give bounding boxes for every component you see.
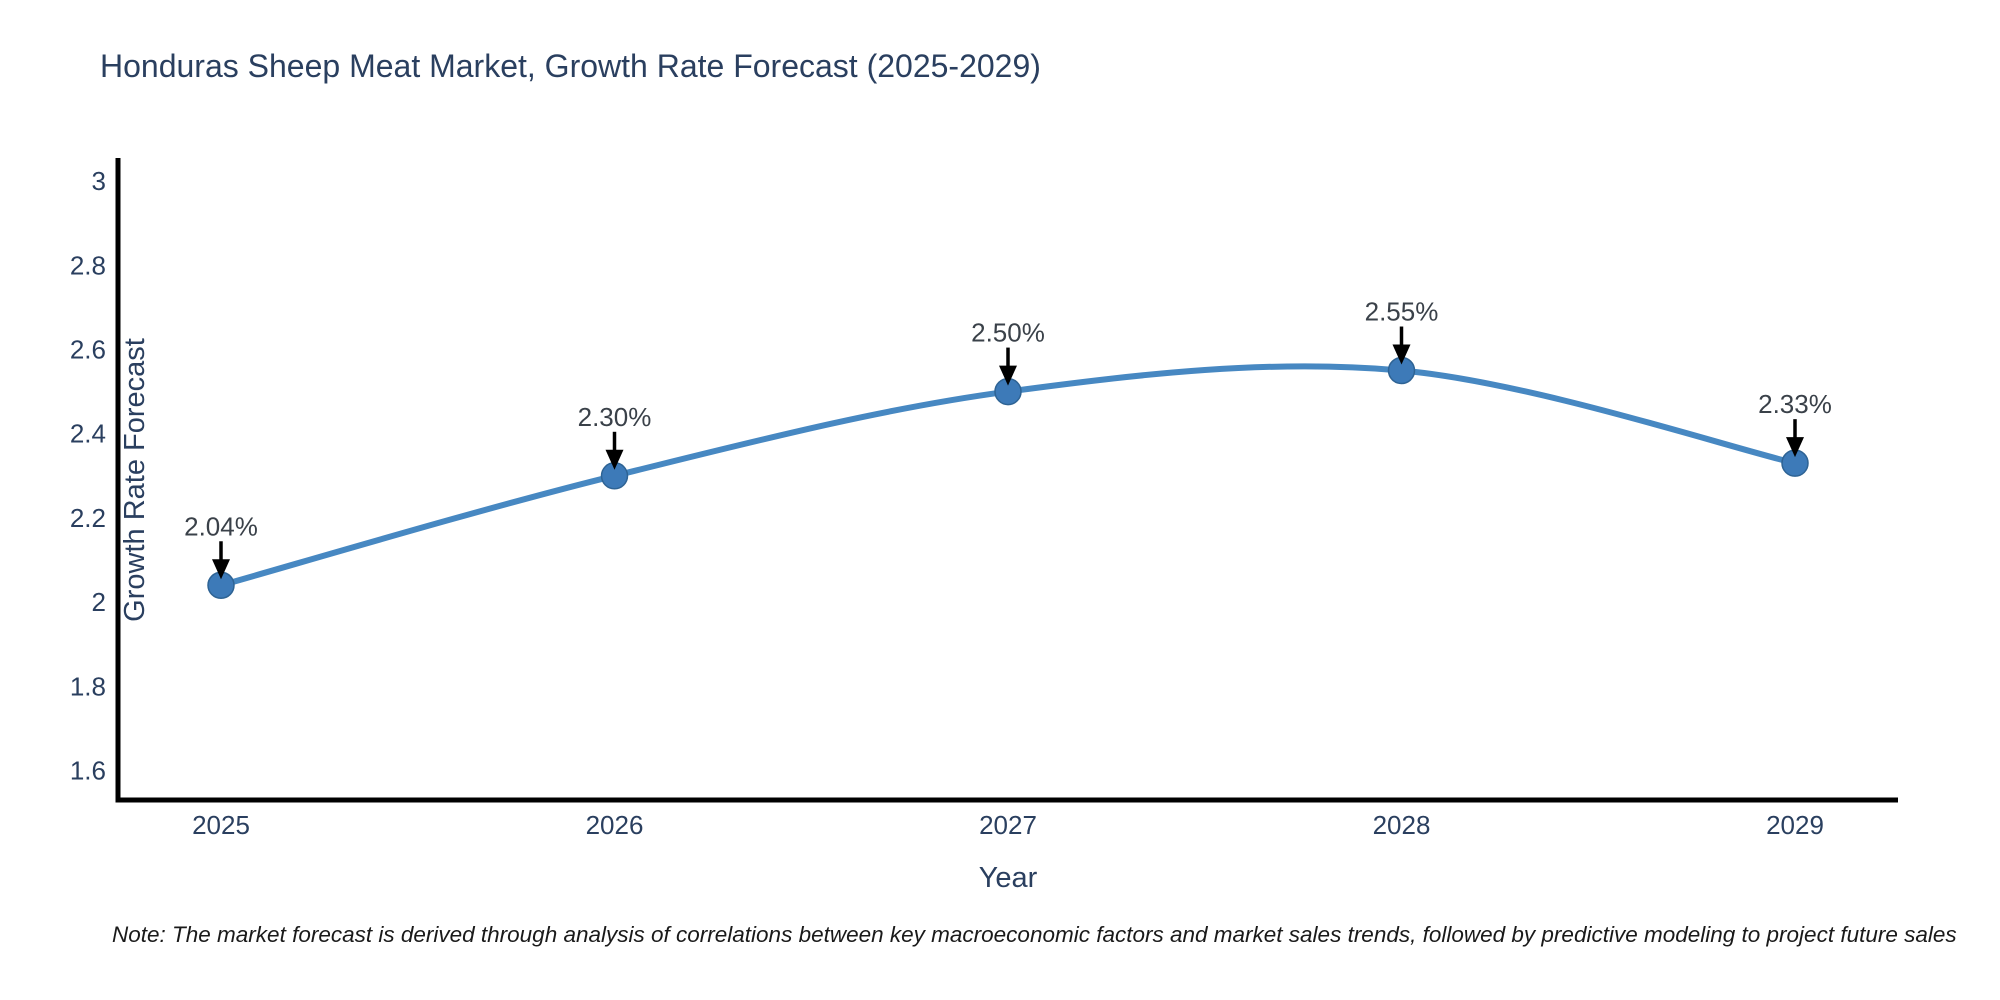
y-tick-label: 2.6 [70, 334, 106, 364]
y-tick-label: 3 [92, 166, 106, 196]
data-point-label: 2.33% [1758, 389, 1832, 419]
y-tick-label: 2.2 [70, 503, 106, 533]
x-tick-label: 2028 [1373, 810, 1431, 840]
data-point-label: 2.30% [578, 402, 652, 432]
data-point-label: 2.50% [971, 318, 1045, 348]
y-tick-label: 2 [92, 587, 106, 617]
x-tick-label: 2026 [586, 810, 644, 840]
annotation-arrow-head [1392, 344, 1411, 365]
annotation-arrow-head [605, 449, 624, 470]
x-tick-label: 2029 [1766, 810, 1824, 840]
x-tick-label: 2027 [979, 810, 1037, 840]
data-point-label: 2.04% [184, 511, 258, 541]
x-tick-label: 2025 [192, 810, 250, 840]
annotation-arrow-head [212, 559, 230, 580]
y-tick-label: 1.8 [70, 671, 106, 701]
y-tick-label: 2.8 [70, 250, 106, 280]
annotation-arrow-head [999, 365, 1017, 386]
footnote: Note: The market forecast is derived thr… [112, 922, 1957, 947]
x-axis-title: Year [978, 862, 1038, 894]
y-tick-label: 1.6 [70, 756, 106, 786]
chart-title: Honduras Sheep Meat Market, Growth Rate … [100, 48, 1041, 84]
y-tick-label: 2.4 [70, 419, 106, 449]
annotation-arrow-head [1786, 437, 1804, 458]
data-point-label: 2.55% [1365, 297, 1439, 327]
